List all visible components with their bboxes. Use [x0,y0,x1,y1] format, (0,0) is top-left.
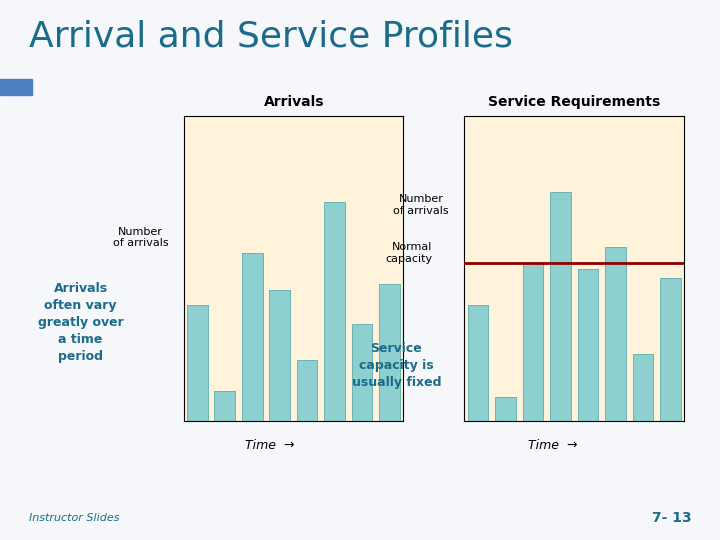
Text: Service Requirements: Service Requirements [488,94,661,109]
Bar [605,247,626,421]
Text: Arrivals: Arrivals [264,94,324,109]
Bar [660,278,680,421]
Bar [495,397,516,421]
Bar [352,323,372,421]
Bar [0,79,32,94]
Bar [550,192,571,421]
Text: Normal
capacity: Normal capacity [385,242,432,264]
Text: Arrival and Service Profiles: Arrival and Service Profiles [29,19,513,53]
Bar [242,253,263,421]
Text: Time  →: Time → [528,439,577,452]
Bar [633,354,653,421]
Bar [297,360,318,421]
Bar [187,305,207,421]
Text: Instructor Slides: Instructor Slides [29,514,120,523]
Bar [324,201,345,421]
Bar [468,305,488,421]
Text: Number
of arrivals: Number of arrivals [393,194,449,216]
Bar [577,269,598,421]
Bar [215,391,235,421]
Text: Service
capacity is
usually fixed: Service capacity is usually fixed [351,342,441,389]
Text: 7- 13: 7- 13 [652,511,691,525]
Text: Arrivals
often vary
greatly over
a time
period: Arrivals often vary greatly over a time … [37,282,124,363]
Bar [269,290,290,421]
Bar [379,284,400,421]
Text: Number
of arrivals: Number of arrivals [112,227,168,248]
Bar [523,262,544,421]
Text: Time  →: Time → [246,439,294,452]
